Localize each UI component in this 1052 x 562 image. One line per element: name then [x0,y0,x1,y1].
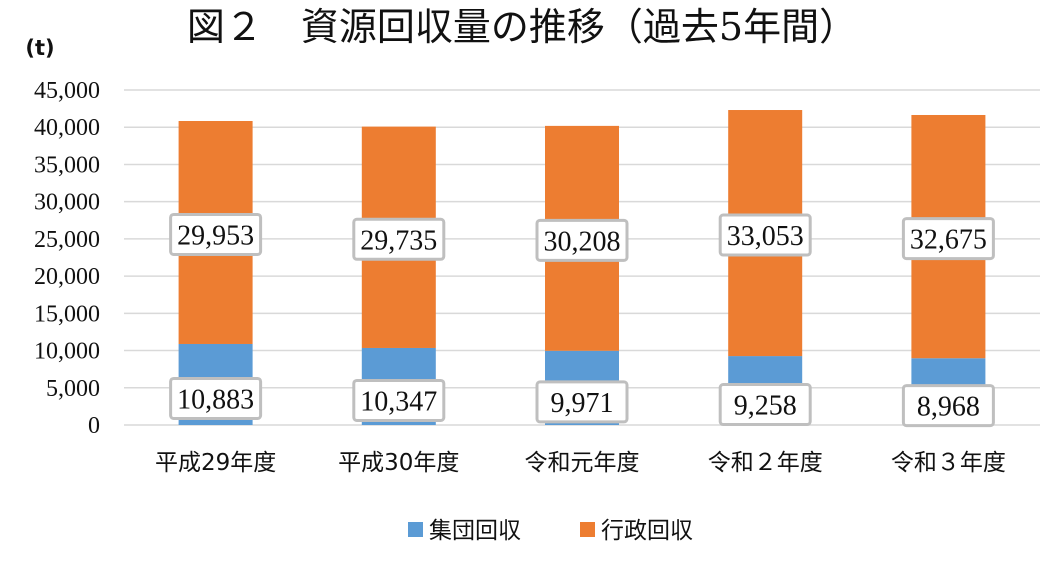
y-tick-label: 20,000 [34,264,100,290]
y-tick-label: 0 [88,413,100,439]
data-labels: 10,883 29,953 10,347 29,735 9,971 30,208 9,258… [169,212,995,428]
data-label: 30,208 [544,226,621,257]
legend: 集団回収 行政回収 [408,518,693,544]
legend-label: 集団回収 [429,518,521,544]
data-label-box [901,217,995,261]
x-tick-label: 令和２年度 [708,450,823,476]
data-label-box [535,380,629,424]
y-tick-label: 40,000 [34,115,100,141]
data-label: 10,883 [177,384,254,415]
data-label: 29,953 [177,220,254,251]
data-label-box [535,218,629,262]
data-label-box [718,213,812,257]
y-tick-label: 10,000 [34,339,100,365]
data-label: 33,053 [727,221,804,252]
data-label: 9,258 [734,391,797,422]
data-label: 10,347 [360,386,437,417]
data-label: 32,675 [910,225,987,256]
data-label-box [718,383,812,427]
x-tick-label: 令和３年度 [891,450,1006,476]
data-label-box [169,376,263,420]
y-tick-label: 25,000 [34,227,100,253]
y-tick-label: 35,000 [34,152,100,178]
y-tick-label: 5,000 [46,376,100,402]
bars [178,110,986,425]
x-tick-label: 平成29年度 [155,450,276,476]
y-tick-label: 30,000 [34,190,100,216]
x-tick-label: 令和元年度 [525,450,640,476]
x-axis-ticks: 平成29年度 平成30年度 令和元年度 令和２年度 令和３年度 [155,450,1006,476]
legend-swatch [580,522,595,537]
chart-title: 図２ 資源回収量の推移（過去5年間） [187,5,857,49]
data-label-box [901,384,995,428]
legend-label: 行政回収 [601,518,693,544]
y-axis-unit: (t) [25,36,54,60]
legend-swatch [408,522,423,537]
data-label-box [352,378,446,422]
data-label-box [169,212,263,256]
data-label-box [352,217,446,261]
data-label: 9,971 [551,388,614,419]
y-axis-ticks: 0 5,000 10,000 15,000 20,000 25,000 30,000 35,0… [34,78,100,439]
data-label: 29,735 [360,225,437,256]
x-tick-label: 平成30年度 [338,450,459,476]
y-tick-label: 45,000 [34,78,100,104]
data-label: 8,968 [917,392,980,423]
y-tick-label: 15,000 [34,301,100,327]
